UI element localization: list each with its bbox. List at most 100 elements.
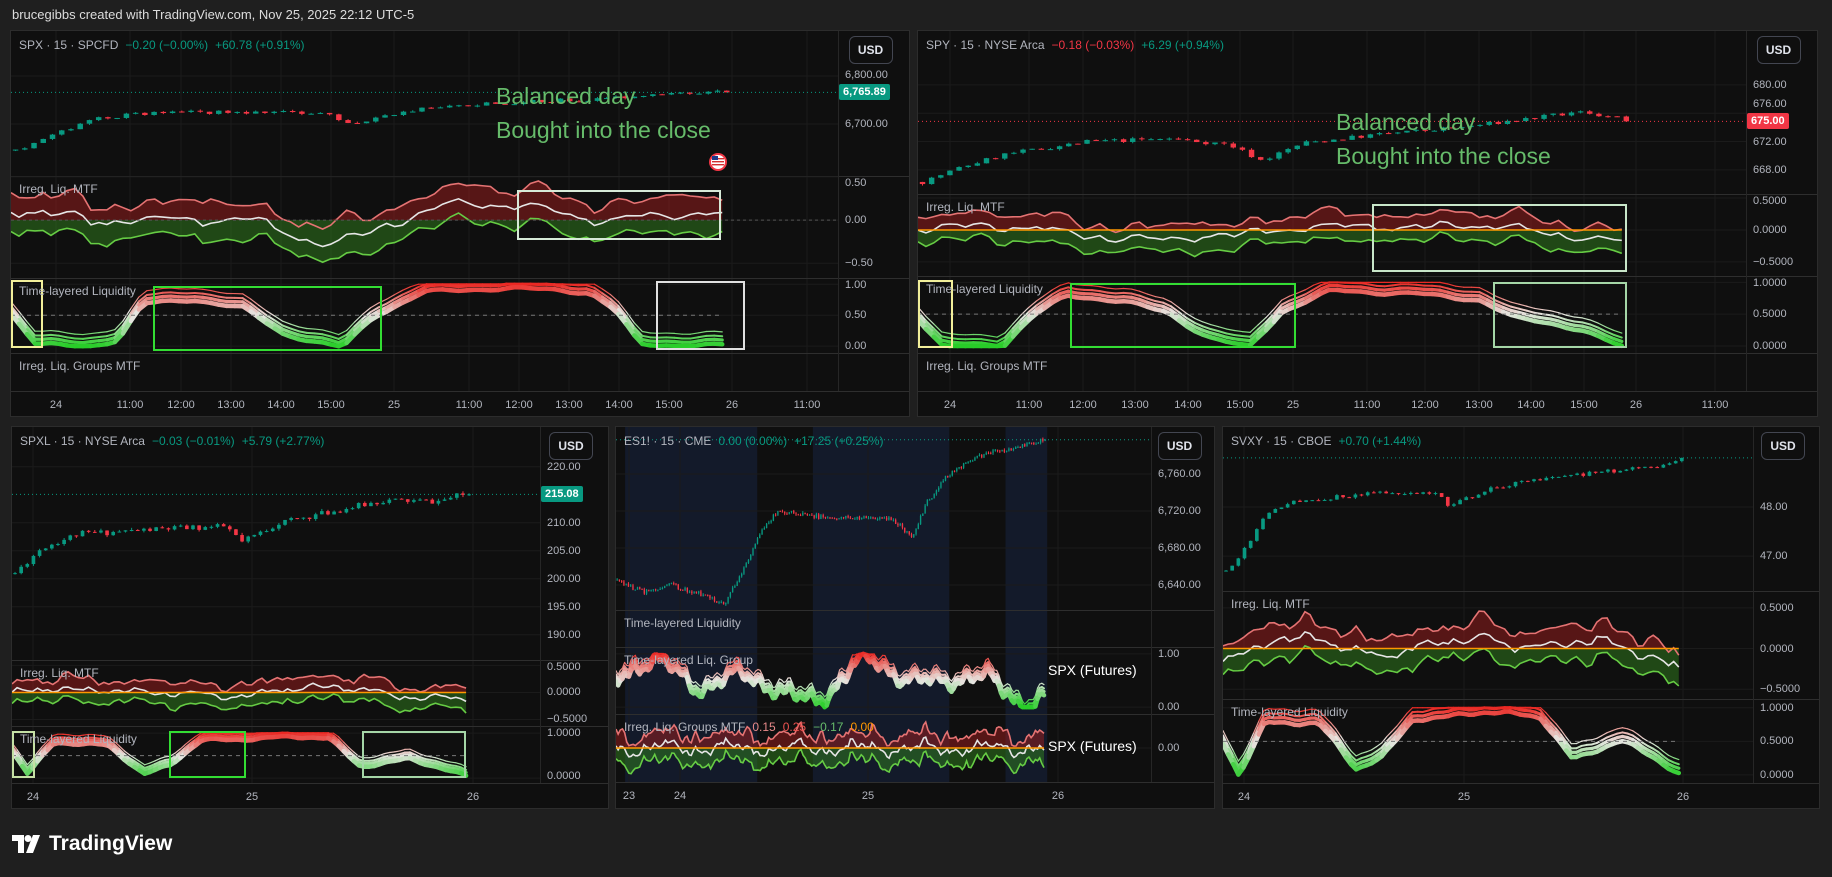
currency-button[interactable]: USD (1157, 432, 1202, 460)
tradingview-logo[interactable]: TradingView (12, 832, 172, 856)
liquidity-line-segment (1555, 723, 1562, 731)
chart-annotation[interactable]: Balanced day Bought into the close (1336, 105, 1551, 173)
candle (1347, 496, 1352, 499)
candle-body (1285, 149, 1291, 153)
indicator-label[interactable]: Time-layered Liquidity (20, 732, 137, 746)
liquidity-line-segment (1123, 287, 1133, 290)
chart-canvas[interactable] (918, 31, 1818, 417)
candle (634, 589, 636, 591)
indicator-value: 0.15 (752, 720, 776, 734)
liquidity-line-segment (940, 335, 951, 339)
liquidity-line-segment (1581, 321, 1592, 326)
liquidity-line-segment (120, 318, 134, 336)
currency-button[interactable]: USD (848, 36, 893, 64)
indicator-label[interactable]: Irreg. Liq. MTF (20, 666, 99, 680)
liquidity-line-segment (417, 283, 428, 288)
candle (1015, 446, 1017, 450)
liquidity-line-segment (673, 336, 684, 340)
symbol-title[interactable]: SPXL · 15 · NYSE Arca (20, 434, 145, 448)
candle-body (40, 138, 47, 143)
chart-panel-spx[interactable]: 6,800.00 6,700.00 6,765.89 SPX · 15 · SPCFD… (10, 30, 910, 417)
chart-panel-spxl[interactable]: 220.00 210.00 205.00 200.00 195.00 190.00 215.… (11, 426, 609, 809)
candle (670, 582, 673, 585)
candle-body (1341, 495, 1345, 498)
candle-body (326, 112, 333, 115)
indicator-label[interactable]: Time-layered Liquidity (624, 616, 741, 630)
candle (631, 96, 638, 99)
liquidity-line-segment (1657, 746, 1665, 753)
symbol-header[interactable]: SVXY · 15 · CBOE +0.70 (+1.44%) (1231, 434, 1428, 448)
indicator-axis-label: 0.0000 (1760, 642, 1794, 655)
candle-body (1376, 133, 1383, 135)
indicator-label[interactable]: Irreg. Liq. Groups MTF (19, 359, 140, 373)
indicator-label[interactable]: Time-layered Liquidity (926, 282, 1043, 296)
liquidity-line-segment (189, 738, 197, 745)
chart-canvas[interactable] (616, 427, 1215, 809)
chart-panel-svxy[interactable]: 48.00 47.00 SVXY · 15 · CBOE +0.70 (+1.44%)… (1222, 426, 1820, 809)
indicator-label[interactable]: Time-layered Liq. Group (624, 653, 753, 667)
liquidity-line-segment (1253, 720, 1260, 734)
indicator-label[interactable]: Time-layered Liquidity (19, 284, 136, 298)
annotation-line: Bought into the close (1336, 143, 1551, 169)
indicator-name: Irreg. Liq. Groups MTF (19, 359, 141, 373)
symbol-header[interactable]: SPX · 15 · SPCFD −0.20 (−0.00%) +60.78 (+0… (19, 38, 312, 52)
highlight-box (11, 280, 43, 348)
chart-annotation[interactable]: Balanced day Bought into the close (496, 79, 711, 147)
candle-body (1316, 500, 1321, 502)
liquidity-line-segment (1391, 729, 1399, 737)
candle (1044, 438, 1046, 442)
chart-canvas[interactable] (12, 427, 609, 809)
price-change: +0.70 (+1.44%) (1338, 434, 1422, 448)
candle (659, 93, 665, 96)
price-axis-label: 672.00 (1753, 135, 1787, 148)
chart-canvas[interactable] (11, 31, 910, 417)
candle (867, 516, 870, 520)
liquidity-line-segment (332, 734, 340, 741)
candle (659, 587, 661, 590)
candle (806, 513, 809, 517)
liquidity-line-segment (1396, 723, 1404, 732)
symbol-title[interactable]: ES1! · 15 · CME (624, 434, 712, 448)
candle-body (1513, 120, 1520, 122)
indicator-label[interactable]: Irreg. Liq. MTF (19, 182, 98, 196)
liquidity-line-segment (776, 678, 781, 684)
liquidity-line-segment (346, 321, 356, 332)
time-axis-label: 25 (387, 399, 401, 411)
candle (938, 486, 940, 492)
symbol-title[interactable]: SVXY · 15 · CBOE (1231, 434, 1332, 448)
candle-body (419, 107, 425, 112)
chart-panel-es1[interactable]: 6,760.00 6,720.00 6,680.00 6,640.00 ES1! · 1… (615, 426, 1215, 809)
indicator-label[interactable]: Irreg. Liq. MTF (926, 200, 1005, 214)
symbol-title[interactable]: SPX · 15 · SPCFD (19, 38, 119, 52)
candle-body (702, 594, 704, 597)
currency-button[interactable]: USD (1761, 432, 1805, 460)
candle (688, 590, 691, 594)
candle-body (1003, 449, 1006, 452)
chart-canvas[interactable] (1223, 427, 1820, 809)
indicator-label[interactable]: Irreg. Liq. MTF (1231, 597, 1310, 611)
currency-button[interactable]: USD (549, 432, 593, 460)
candle (741, 572, 743, 578)
chart-panel-spy[interactable]: 680.00 676.00 672.00 668.00 675.00 SPY · 15 ·… (917, 30, 1818, 417)
symbol-title[interactable]: SPY · 15 · NYSE Arca (926, 38, 1045, 52)
candle-body (1221, 142, 1227, 144)
indicator-label[interactable]: Irreg. Liq. Groups MTF (926, 359, 1047, 373)
liquidity-line-segment (1258, 709, 1265, 722)
liquidity-line-segment (57, 334, 68, 339)
symbol-header[interactable]: SPXL · 15 · NYSE Arca −0.03 (−0.01%) +5.79… (20, 434, 331, 448)
indicator-label[interactable]: Irreg. Liq. Groups MTF 0.15 0.25 −0.17 0.00 (624, 720, 874, 734)
candle-body (234, 529, 238, 536)
currency-button[interactable]: USD (1756, 36, 1801, 64)
liquidity-line-segment (1281, 295, 1291, 301)
symbol-header[interactable]: ES1! · 15 · CME 0.00 (0.00%) +17.25 (+0.25… (624, 434, 890, 448)
liquidity-line-segment (1544, 716, 1552, 724)
symbol-header[interactable]: SPY · 15 · NYSE Arca −0.18 (−0.03%) +6.29 … (926, 38, 1231, 52)
candle (1577, 110, 1584, 114)
candle (985, 451, 987, 456)
candle (734, 584, 736, 588)
liquidity-line-segment (1280, 299, 1291, 306)
liquidity-line-segment (439, 758, 447, 762)
candle-body (461, 493, 465, 495)
candle-body (203, 527, 208, 530)
indicator-label[interactable]: Time-layered Liquidity (1231, 705, 1348, 719)
